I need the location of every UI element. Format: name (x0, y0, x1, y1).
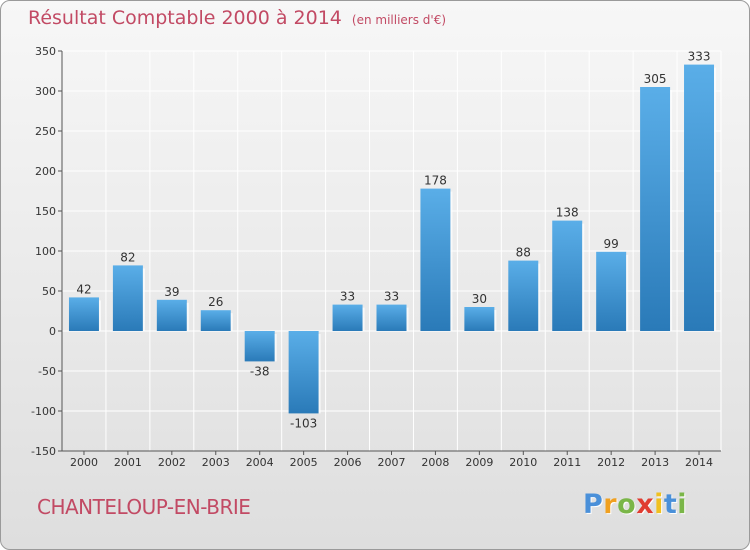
logo-letter: t (663, 489, 678, 520)
bar-highlight (538, 263, 541, 331)
value-label: 30 (472, 292, 487, 306)
x-tick-label: 2010 (509, 456, 537, 469)
x-tick-label: 2005 (290, 456, 318, 469)
y-tick-label: 250 (35, 125, 56, 138)
bar-highlight (98, 300, 101, 331)
y-tick-label: 0 (49, 325, 56, 338)
bar-2002 (156, 299, 187, 331)
x-tick-label: 2012 (597, 456, 625, 469)
x-tick-label: 2000 (70, 456, 98, 469)
y-tick-label: 50 (42, 285, 56, 298)
value-label: 33 (340, 290, 355, 304)
tick-labels: -150 -100 -50 0 50 100 150 200 250 300 350 2000 2001… (31, 45, 713, 469)
y-tick-label: 300 (35, 85, 56, 98)
bar-highlight (582, 223, 585, 331)
x-tick-label: 2006 (334, 456, 362, 469)
x-tick-label: 2011 (553, 456, 581, 469)
y-tick-label: 150 (35, 205, 56, 218)
proxiti-logo: Proxiti (583, 489, 687, 520)
value-label: -38 (250, 364, 270, 378)
logo-letter: i (677, 489, 688, 520)
bar-2006 (332, 304, 363, 331)
x-tick-label: 2001 (114, 456, 142, 469)
bar-2012 (596, 251, 627, 331)
x-tick-label: 2002 (158, 456, 186, 469)
logo-letter: o (617, 489, 637, 520)
y-tick-label: 200 (35, 165, 56, 178)
bar-highlight (406, 307, 409, 331)
value-label: 42 (76, 282, 91, 296)
x-tick-label: 2013 (641, 456, 669, 469)
bar-highlight (626, 254, 629, 331)
bar-highlight (186, 302, 189, 331)
bar-2013 (640, 87, 671, 331)
bar-2003 (200, 310, 231, 331)
value-label: 138 (556, 206, 579, 220)
value-label: 305 (644, 72, 667, 86)
bar-highlight (362, 307, 365, 331)
bar-highlight (494, 310, 497, 331)
logo-letter: r (603, 489, 618, 520)
bar-2010 (508, 260, 539, 331)
bar-highlight (230, 313, 233, 331)
bar-highlight (318, 334, 321, 414)
bar-highlight (274, 334, 277, 362)
axes (58, 50, 721, 455)
bar-2009 (464, 307, 495, 331)
logo-letter: i (654, 489, 664, 520)
value-label: 33 (384, 290, 399, 304)
bar-2008 (420, 188, 451, 331)
y-tick-label: -50 (38, 365, 56, 378)
town-name: CHANTELOUP-EN-BRIE (37, 495, 251, 519)
bar-2014 (684, 64, 715, 331)
x-tick-label: 2004 (246, 456, 274, 469)
x-tick-label: 2014 (685, 456, 713, 469)
value-label: 178 (424, 174, 447, 188)
x-tick-label: 2009 (465, 456, 493, 469)
chart-title-text: Résultat Comptable 2000 à 2014 (28, 7, 342, 29)
logo-letter: x (636, 489, 655, 520)
bars (68, 64, 717, 414)
chart-title: Résultat Comptable 2000 à 2014 (en millie… (28, 7, 446, 29)
bar-highlight (450, 191, 453, 331)
x-tick-label: 2007 (378, 456, 406, 469)
value-label: 39 (164, 285, 179, 299)
bar-highlight (670, 90, 673, 331)
y-tick-label: 100 (35, 245, 56, 258)
x-tick-label: 2008 (421, 456, 449, 469)
value-labels: 42 82 39 26 -38 -103 33 33 178 30 88 138 99 305 333 (76, 50, 710, 431)
logo-letter: P (583, 489, 604, 520)
value-label: 99 (604, 237, 619, 251)
bar-2005 (288, 331, 319, 414)
value-label: 82 (120, 250, 135, 264)
chart-subtitle: (en milliers d'€) (351, 13, 447, 27)
x-tick-label: 2003 (202, 456, 230, 469)
gridlines (61, 50, 722, 452)
value-label: -103 (290, 416, 317, 430)
bar-highlight (142, 268, 145, 331)
bar-2001 (112, 265, 143, 331)
value-label: 88 (516, 246, 531, 260)
bar-2004 (244, 331, 275, 362)
y-tick-label: -150 (31, 445, 56, 458)
bar-2000 (68, 297, 99, 331)
bar-2007 (376, 304, 407, 331)
y-tick-label: 350 (35, 45, 56, 58)
bar-highlight (714, 67, 717, 331)
value-label: 333 (688, 50, 711, 64)
y-tick-label: -100 (31, 405, 56, 418)
value-label: 26 (208, 295, 223, 309)
bar-2011 (552, 220, 583, 331)
